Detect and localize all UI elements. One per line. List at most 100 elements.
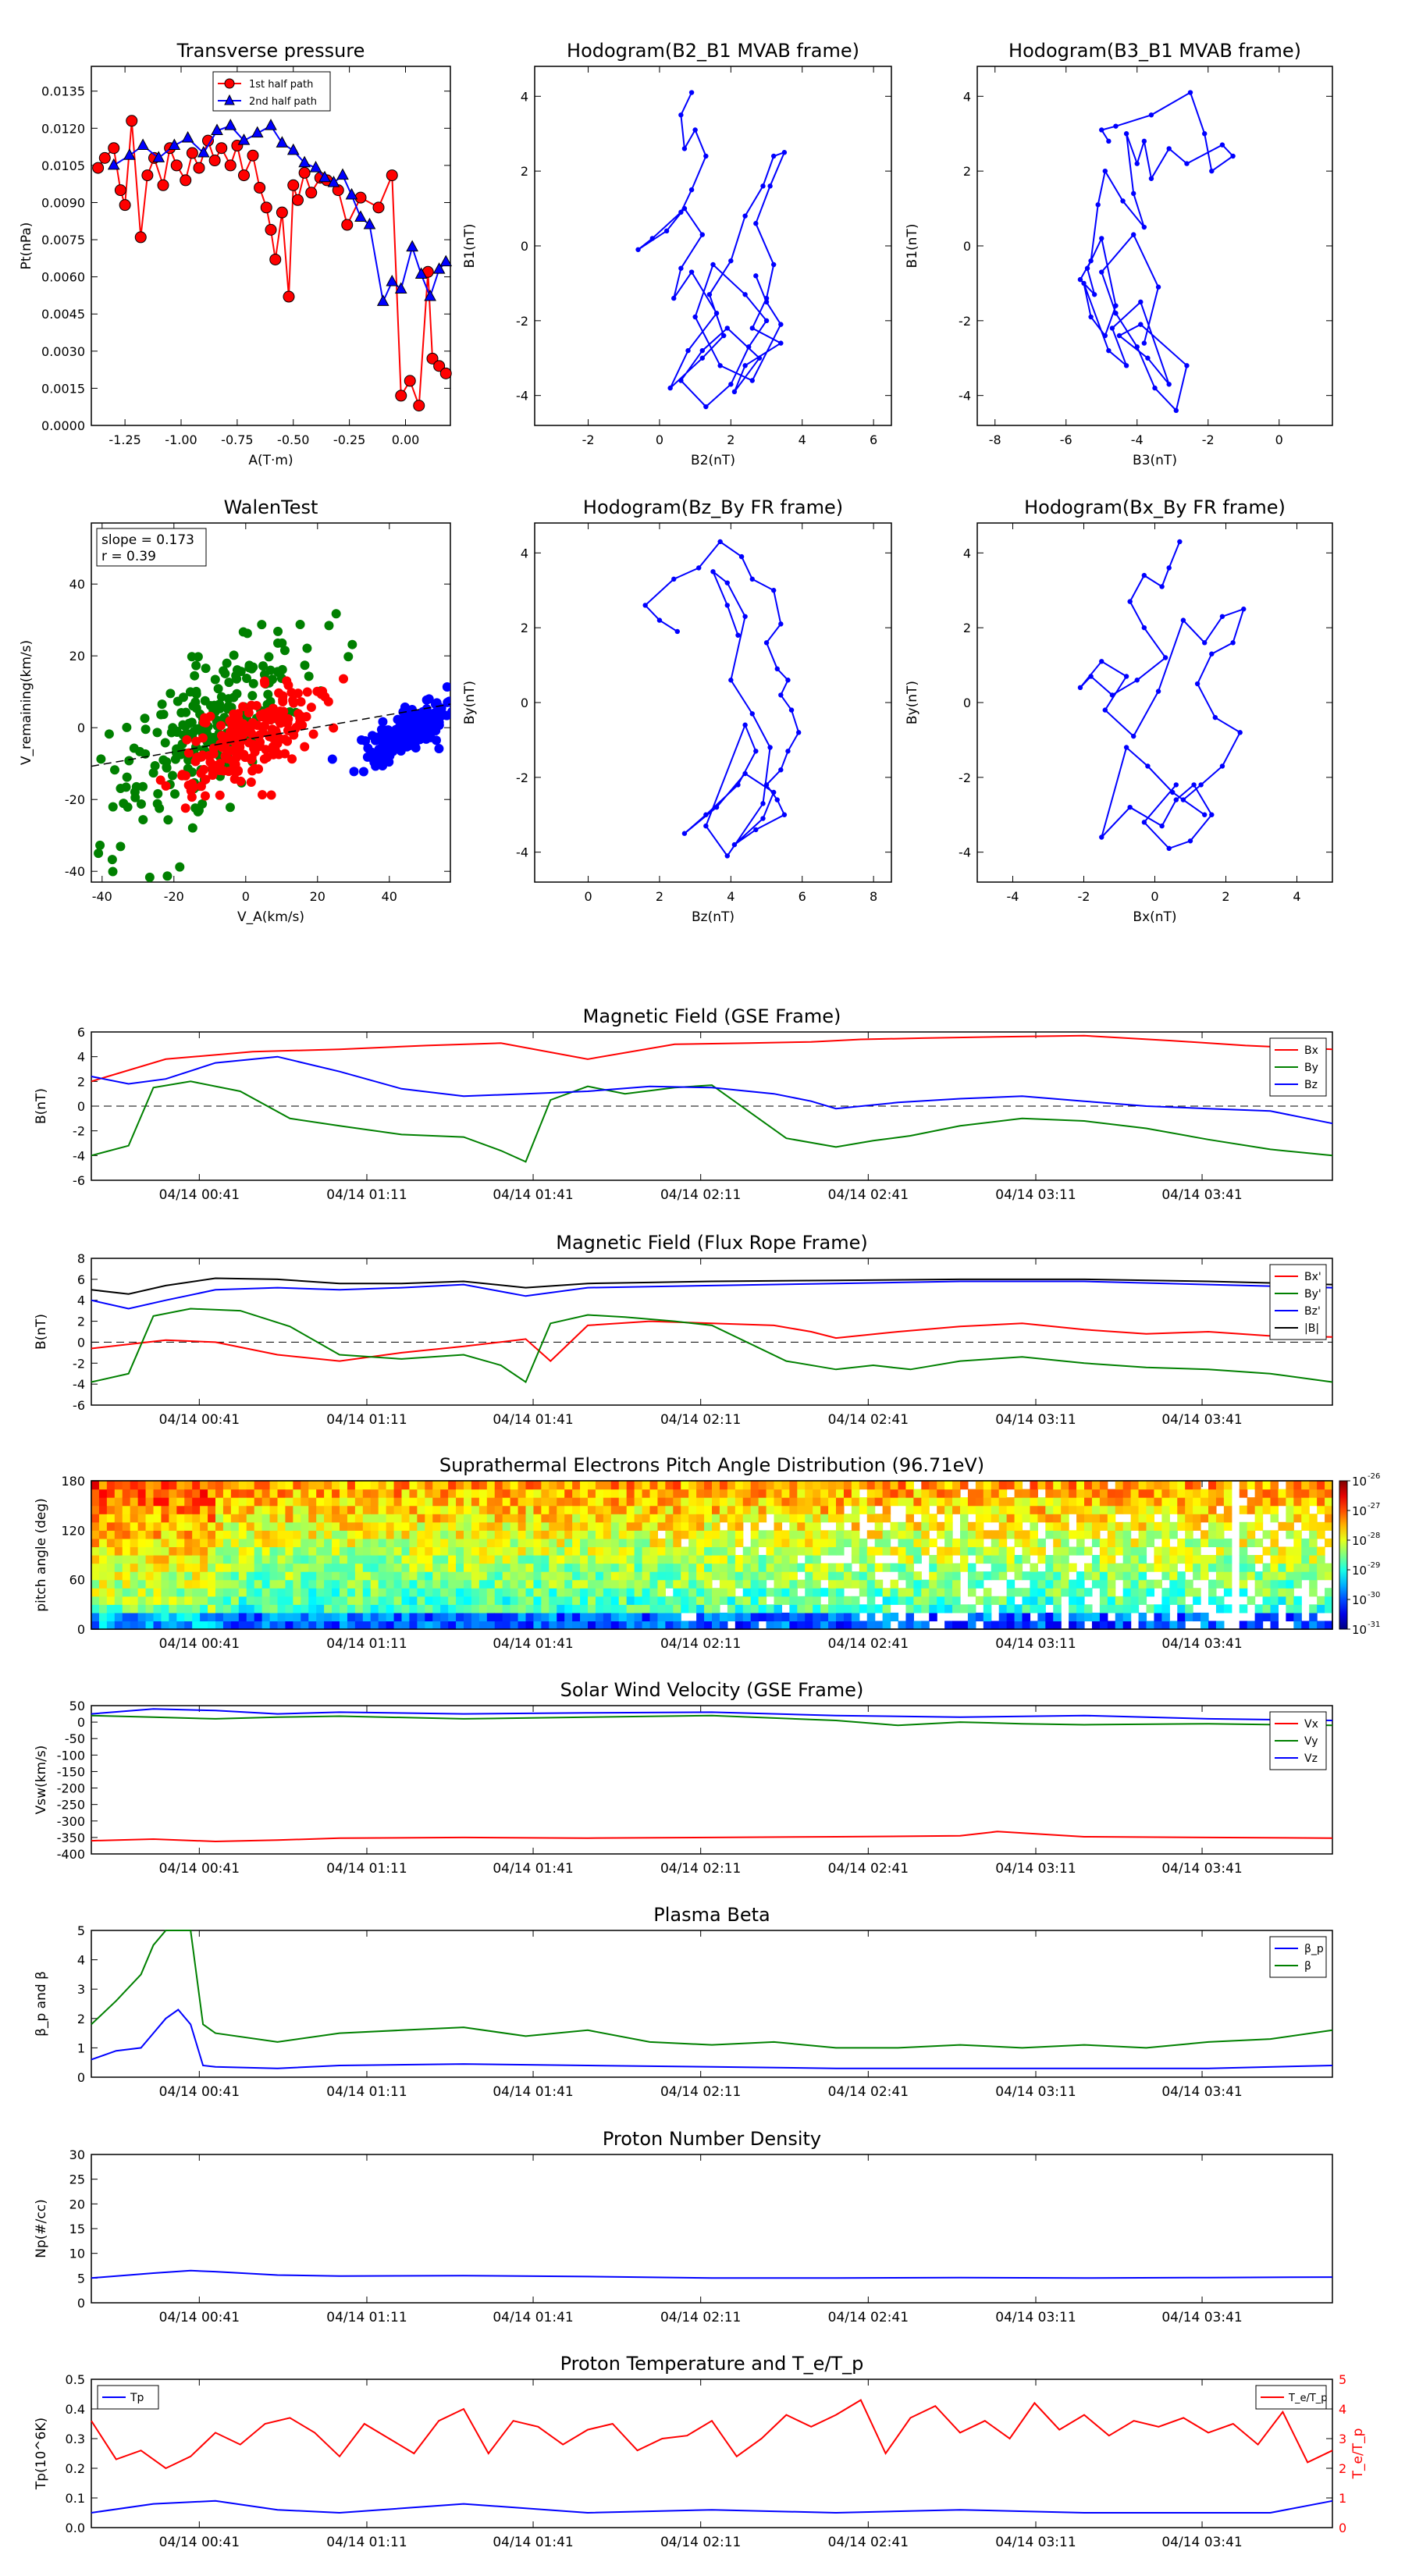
pad-heatmap-cell bbox=[813, 1621, 821, 1630]
pad-heatmap-cell bbox=[649, 1538, 659, 1548]
h4-xtick-label: 0 bbox=[1151, 889, 1158, 904]
pad-heatmap-cell bbox=[882, 1612, 891, 1622]
pad-heatmap-cell bbox=[1115, 1604, 1124, 1614]
pad-heatmap-cell bbox=[805, 1505, 813, 1514]
pad-heatmap-cell bbox=[750, 1530, 759, 1539]
pad-heatmap-cell bbox=[1254, 1571, 1264, 1581]
pad-heatmap-cell bbox=[1084, 1604, 1093, 1614]
h4-xlabel: Bx(nT) bbox=[1133, 909, 1176, 925]
pad-heatmap-cell bbox=[478, 1521, 488, 1531]
pad-heatmap-cell bbox=[145, 1546, 155, 1556]
pad-heatmap-cell bbox=[354, 1497, 364, 1507]
pad-heatmap-cell bbox=[122, 1521, 131, 1531]
pad-heatmap-cell bbox=[401, 1505, 411, 1514]
pad-heatmap-cell bbox=[937, 1588, 945, 1597]
h4-trajectory-point bbox=[1194, 681, 1200, 687]
h3-trajectory-point bbox=[703, 812, 709, 817]
pad-heatmap-cell bbox=[184, 1621, 193, 1630]
pad-heatmap-cell bbox=[944, 1538, 953, 1548]
pad-heatmap-cell bbox=[665, 1489, 674, 1498]
pad-heatmap-cell bbox=[114, 1579, 123, 1589]
pad-heatmap-cell bbox=[657, 1621, 666, 1630]
pad-heatmap-cell bbox=[1014, 1481, 1023, 1490]
pad-heatmap-cell bbox=[502, 1555, 511, 1564]
walen-point bbox=[339, 674, 349, 684]
pad-heatmap-cell bbox=[828, 1505, 837, 1514]
pad-heatmap-cell bbox=[1130, 1489, 1140, 1498]
mag_gse-series-line bbox=[91, 1034, 1333, 1083]
pad-heatmap-cell bbox=[557, 1514, 565, 1523]
pad-heatmap-cell bbox=[122, 1530, 131, 1539]
pad-heatmap-cell bbox=[456, 1538, 464, 1548]
tp-legend-marker bbox=[224, 78, 235, 89]
pad-heatmap-cell bbox=[1161, 1563, 1170, 1572]
pad-heatmap-cell bbox=[758, 1481, 767, 1490]
pad-heatmap-cell bbox=[1099, 1505, 1108, 1514]
pad-heatmap-cell bbox=[1239, 1604, 1248, 1614]
beta-ytick-label: 1 bbox=[77, 2041, 85, 2055]
walen-point bbox=[210, 674, 220, 685]
pad-heatmap-cell bbox=[176, 1588, 185, 1597]
pad-heatmap-cell bbox=[91, 1555, 100, 1564]
pad-heatmap-cell bbox=[1239, 1571, 1248, 1581]
pad-heatmap-cell bbox=[649, 1530, 659, 1539]
pad-heatmap-cell bbox=[1045, 1612, 1054, 1622]
pad-heatmap-cell bbox=[106, 1555, 116, 1564]
pad-heatmap-cell bbox=[1030, 1497, 1038, 1507]
pad-colorbar-exponent: -27 bbox=[1368, 1502, 1380, 1510]
h4-trajectory-point bbox=[1145, 763, 1151, 769]
pad-heatmap-cell bbox=[836, 1489, 845, 1498]
tp_temp-time-label: 04/14 01:11 bbox=[326, 2535, 407, 2550]
walen-point bbox=[191, 660, 201, 671]
pad-heatmap-cell bbox=[230, 1489, 240, 1498]
pad-heatmap-cell bbox=[820, 1530, 829, 1539]
pad-heatmap-cell bbox=[1099, 1555, 1108, 1564]
walen-point bbox=[158, 710, 169, 720]
pad-heatmap-cell bbox=[409, 1579, 418, 1589]
pad-heatmap-cell bbox=[603, 1588, 612, 1597]
mag_fr-ytick-label: 6 bbox=[77, 1272, 85, 1287]
h1-ytick-label: -4 bbox=[516, 389, 528, 404]
pad-heatmap-cell bbox=[805, 1612, 813, 1622]
pad-heatmap-cell bbox=[145, 1604, 155, 1614]
pad-heatmap-cell bbox=[742, 1514, 752, 1523]
walen-point bbox=[423, 717, 433, 728]
h3-trajectory-point bbox=[788, 707, 795, 713]
pad-heatmap-cell bbox=[774, 1604, 783, 1614]
walen-point bbox=[108, 802, 118, 812]
pad-heatmap-cell bbox=[1301, 1563, 1310, 1572]
pad-heatmap-cell bbox=[805, 1489, 813, 1498]
pad-heatmap-cell bbox=[285, 1571, 293, 1581]
pad-heatmap-cell bbox=[626, 1621, 635, 1630]
pad-heatmap-cell bbox=[1091, 1497, 1101, 1507]
h4-trajectory-point bbox=[1127, 804, 1133, 810]
pad-heatmap-cell bbox=[393, 1579, 403, 1589]
pad-heatmap-cell bbox=[246, 1538, 255, 1548]
pad-heatmap-cell bbox=[1069, 1579, 1077, 1589]
h4-ylabel: By(nT) bbox=[905, 681, 920, 724]
h1-trajectory-point bbox=[678, 209, 684, 215]
pad-heatmap-cell bbox=[1146, 1521, 1155, 1531]
pad-heatmap-cell bbox=[797, 1530, 806, 1539]
vsw-time-label: 04/14 03:11 bbox=[995, 1861, 1076, 1877]
h4-ytick-label: -2 bbox=[959, 770, 971, 785]
pad-heatmap-cell bbox=[758, 1489, 767, 1498]
pad-heatmap-cell bbox=[478, 1579, 488, 1589]
pad-heatmap-cell bbox=[1254, 1612, 1264, 1622]
pad-heatmap-cell bbox=[518, 1612, 527, 1622]
pad-heatmap-cell bbox=[98, 1489, 108, 1498]
pad-heatmap-cell bbox=[967, 1571, 976, 1581]
pad-heatmap-cell bbox=[1138, 1505, 1147, 1514]
pad-heatmap-cell bbox=[393, 1505, 403, 1514]
pad-heatmap-cell bbox=[91, 1505, 100, 1514]
pad-heatmap-cell bbox=[588, 1481, 596, 1490]
beta-legend-label: β_p bbox=[1304, 1943, 1324, 1955]
pad-heatmap-cell bbox=[1161, 1497, 1170, 1507]
h4-trajectory bbox=[1080, 541, 1245, 850]
pad-heatmap-cell bbox=[564, 1514, 573, 1523]
walen-point bbox=[162, 762, 172, 772]
pad-heatmap-cell bbox=[735, 1621, 744, 1630]
pad-heatmap-cell bbox=[1037, 1497, 1046, 1507]
pad-heatmap-cell bbox=[1154, 1530, 1162, 1539]
pad-heatmap-cell bbox=[285, 1555, 293, 1564]
